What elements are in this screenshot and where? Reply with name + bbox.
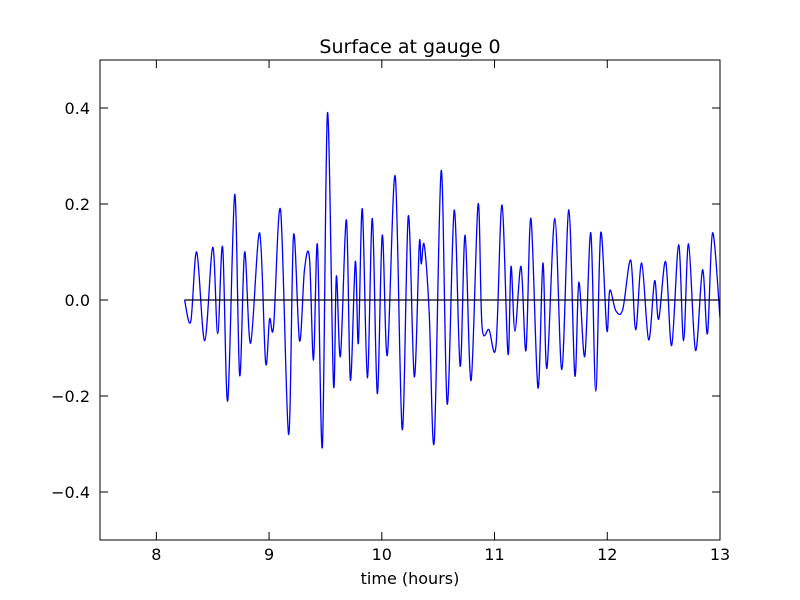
- y-tick-label: 0.2: [65, 195, 90, 214]
- x-tick-label: 12: [597, 545, 617, 564]
- x-tick-label: 8: [151, 545, 161, 564]
- plot-area: [183, 112, 721, 449]
- y-tick-label: 0.4: [65, 99, 90, 118]
- series-line: [183, 112, 721, 449]
- x-tick-label: 11: [484, 545, 504, 564]
- y-tick-label: −0.2: [51, 387, 90, 406]
- chart-title: Surface at gauge 0: [319, 36, 500, 58]
- x-tick-label: 9: [264, 545, 274, 564]
- y-tick-label: 0.0: [65, 291, 90, 310]
- x-tick-label: 10: [372, 545, 392, 564]
- x-axis-label: time (hours): [361, 569, 460, 588]
- x-tick-label: 13: [710, 545, 730, 564]
- y-tick-label: −0.4: [51, 483, 90, 502]
